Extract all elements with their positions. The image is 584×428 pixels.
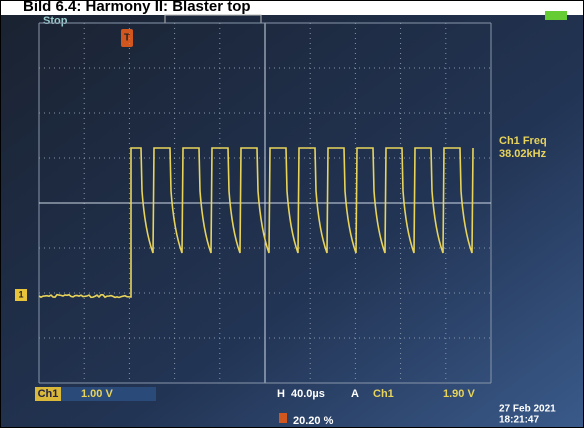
title: Bild 6.4: Harmony II: Blaster top bbox=[23, 1, 251, 15]
trigger-channel: Ch1 bbox=[373, 388, 394, 400]
battery-icon bbox=[545, 11, 567, 20]
volts-per-div: 1.00 V bbox=[81, 388, 113, 400]
trigger-position: 20.20 % bbox=[293, 415, 334, 427]
time: 18:21:47 bbox=[499, 415, 539, 426]
channel-marker: 1 bbox=[18, 289, 23, 299]
date: 27 Feb 2021 bbox=[499, 404, 556, 415]
scope-photo: Bild 6.4: Harmony II: Blaster top Stop T… bbox=[1, 1, 583, 427]
position-icon bbox=[279, 413, 287, 423]
measurement-label: Ch1 Freq bbox=[499, 135, 547, 147]
h-label: H bbox=[277, 388, 285, 400]
screen-background bbox=[1, 1, 583, 427]
page: Bild 6.4: Harmony II: Blaster top Stop T… bbox=[0, 0, 584, 428]
trigger-level: 1.90 V bbox=[443, 388, 475, 400]
measurement-value: 38.02kHz bbox=[499, 148, 547, 160]
run-state: Stop bbox=[43, 15, 68, 27]
trigger-label: A bbox=[351, 388, 359, 400]
footer-channel: Ch1 bbox=[38, 388, 59, 400]
time-per-div: 40.0µs bbox=[291, 388, 325, 400]
